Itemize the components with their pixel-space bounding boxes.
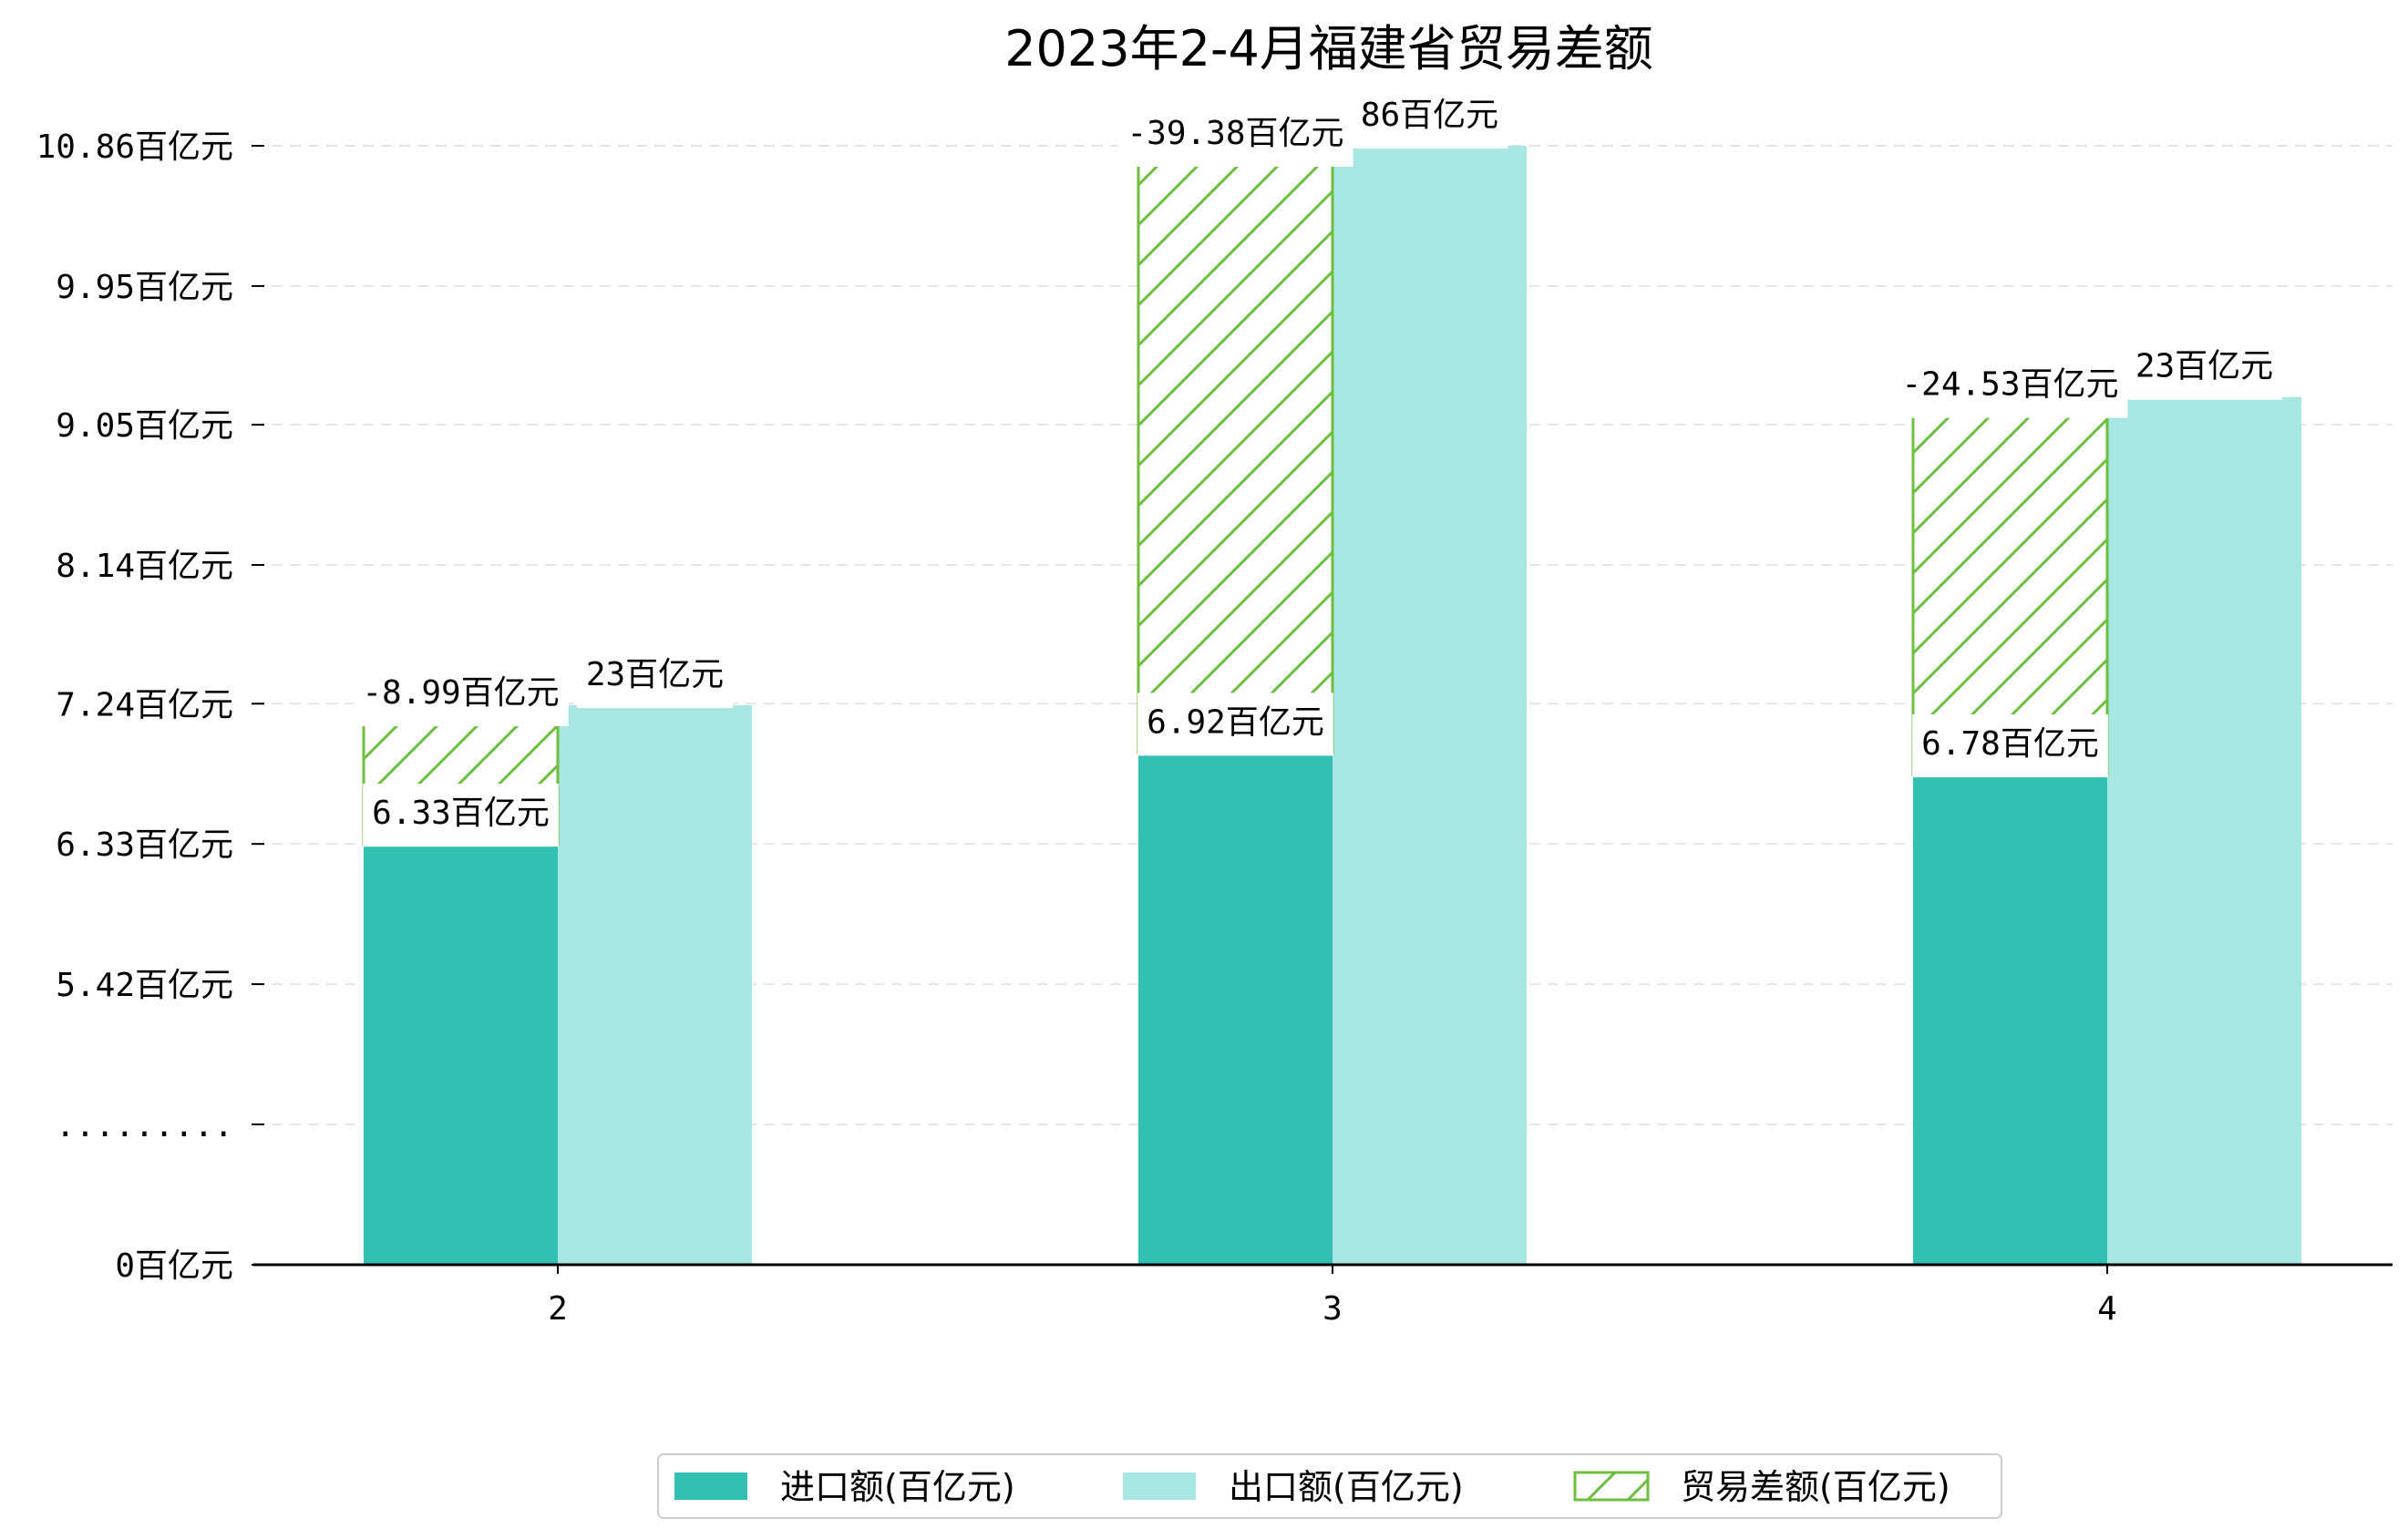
data-label-bg bbox=[363, 784, 559, 847]
data-labels: 23百亿元 -8.99百亿元 6.33百亿元 86百亿元 -39.38百亿元 6.92百亿… bbox=[353, 86, 2283, 847]
import-bar bbox=[1913, 775, 2107, 1265]
data-label: -24.53百亿元 bbox=[1901, 366, 2118, 404]
y-tick-label: 8.14百亿元 bbox=[56, 548, 233, 585]
y-tick-label: 9.05百亿元 bbox=[56, 407, 233, 445]
x-tick-label: 2 bbox=[548, 1290, 568, 1328]
data-label: 23百亿元 bbox=[2135, 348, 2273, 385]
data-label-group: -39.38百亿元 bbox=[1117, 104, 1353, 167]
data-label: 6.78百亿元 bbox=[1921, 725, 2099, 763]
y-tick-label: 5.42百亿元 bbox=[56, 967, 233, 1004]
y-tick-label: 7.24百亿元 bbox=[56, 686, 233, 723]
data-label-group: 6.92百亿元 bbox=[1137, 693, 1333, 756]
export-bar bbox=[558, 704, 752, 1265]
import-bar bbox=[1138, 753, 1333, 1265]
y-tick-label: 6.33百亿元 bbox=[56, 826, 233, 864]
data-label-bg bbox=[1117, 104, 1353, 167]
data-label-bg bbox=[1351, 86, 1508, 149]
data-label: 23百亿元 bbox=[586, 656, 724, 693]
data-label-bg bbox=[1892, 354, 2128, 418]
y-tick-label: 9.95百亿元 bbox=[56, 269, 233, 306]
data-label-bg bbox=[1912, 714, 2108, 778]
legend-swatch bbox=[1123, 1472, 1196, 1500]
legend-label: 出口额(百亿元) bbox=[1229, 1467, 1464, 1507]
balance-bar bbox=[1137, 162, 1334, 754]
data-label-group: 23百亿元 bbox=[2125, 336, 2283, 400]
legend: 进口额(百亿元) 出口额(百亿元) 贸易差额(百亿元) bbox=[657, 1453, 2002, 1519]
y-tick-label: 10.86百亿元 bbox=[36, 128, 233, 166]
x-tick-label: 3 bbox=[1322, 1290, 1343, 1328]
data-label-bg bbox=[2125, 336, 2283, 400]
y-tick-label: ......... bbox=[56, 1107, 233, 1144]
data-label-group: 6.33百亿元 bbox=[363, 784, 559, 847]
data-label-bg bbox=[1137, 693, 1333, 756]
data-label-group: 86百亿元 bbox=[1351, 86, 1508, 149]
data-label: -39.38百亿元 bbox=[1127, 115, 1343, 152]
x-tick-label: 4 bbox=[2097, 1290, 2117, 1328]
data-label: 6.33百亿元 bbox=[372, 795, 550, 832]
data-label: 86百亿元 bbox=[1361, 97, 1498, 134]
data-label-bg bbox=[576, 644, 734, 708]
data-label: 6.92百亿元 bbox=[1147, 703, 1324, 741]
legend-swatch bbox=[674, 1472, 747, 1500]
import-bar bbox=[364, 844, 558, 1265]
export-bar bbox=[1333, 146, 1527, 1265]
legend-box bbox=[657, 1453, 2002, 1519]
y-tick-label: 0百亿元 bbox=[115, 1247, 233, 1285]
legend-label: 进口额(百亿元) bbox=[780, 1467, 1015, 1507]
data-label-group: 23百亿元 bbox=[576, 644, 734, 708]
y-axis: 0百亿元......... 5.42百亿元 6.33百亿元 7.24百亿元 8.14百亿… bbox=[36, 128, 264, 1285]
data-label-group: -24.53百亿元 bbox=[1892, 354, 2128, 418]
data-label: -8.99百亿元 bbox=[362, 674, 559, 712]
chart-title: 2023年2-4月福建省贸易差额 bbox=[1004, 20, 1653, 77]
data-label-bg bbox=[353, 662, 569, 726]
legend-label: 贸易差额(百亿元) bbox=[1681, 1467, 1950, 1507]
x-axis: 2 3 4 bbox=[253, 1263, 2393, 1328]
data-label-group: -8.99百亿元 bbox=[353, 662, 569, 726]
legend-swatch bbox=[1573, 1471, 1650, 1502]
data-label-group: 6.78百亿元 bbox=[1912, 714, 2108, 778]
bars bbox=[362, 146, 2301, 1265]
export-bar bbox=[2107, 396, 2301, 1265]
